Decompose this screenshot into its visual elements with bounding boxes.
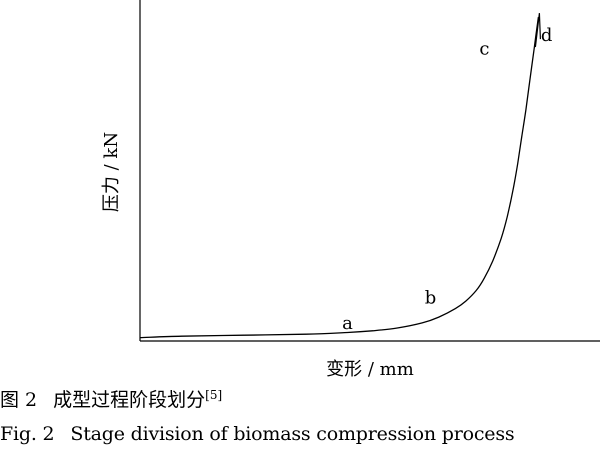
caption-cn-reference: [5] — [205, 388, 223, 402]
annotation-c: c — [479, 39, 489, 60]
annotation-a: a — [342, 313, 353, 334]
caption-cn-label: 图 2 — [0, 389, 38, 411]
caption-english: Fig. 2 Stage division of biomass compress… — [0, 423, 515, 445]
x-axis-label: 变形 / mm — [326, 359, 414, 380]
series-line — [139, 17, 540, 339]
caption-chinese: 图 2 成型过程阶段划分[5] — [0, 385, 222, 412]
y-axis-label: 压力 / kN — [101, 132, 122, 212]
annotations: a b c d — [342, 25, 552, 334]
annotation-b: b — [425, 288, 437, 309]
caption-cn-text: 成型过程阶段划分 — [53, 389, 206, 411]
chart: a b c d 变形 / mm 压力 / kN — [101, 0, 600, 380]
series-line-upper-strand — [534, 13, 541, 48]
caption-en-label: Fig. 2 — [0, 423, 55, 445]
annotation-d: d — [541, 25, 553, 46]
caption-en-text: Stage division of biomass compression pr… — [70, 423, 515, 445]
